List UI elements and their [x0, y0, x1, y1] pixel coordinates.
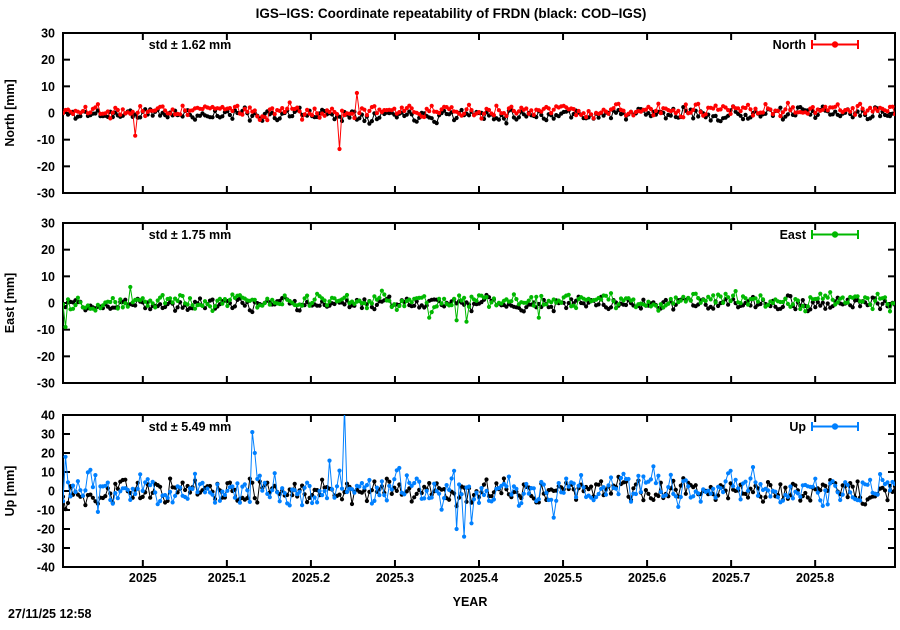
up-plot-area: -40 -30 -20 -10 0 10 20 30 40 2025 2025.1 2025.2 202…	[37, 409, 896, 586]
panel-east: std ± 1.75 mm East East [mm] -30 -20 -10 0 1…	[3, 217, 896, 391]
up-ytick-label: 30	[41, 428, 55, 442]
north-legend-label: North	[773, 38, 806, 52]
north-legend-glyph	[811, 40, 859, 49]
east-ytick-label: 30	[41, 217, 55, 231]
east-legend-label: East	[780, 228, 807, 242]
north-series	[63, 90, 895, 152]
east-series	[63, 284, 895, 330]
north-plot-area: -30 -20 -10 0 10 20 30	[37, 27, 896, 201]
north-ytick-label: 20	[41, 53, 55, 67]
xtick-label: 2025.3	[376, 571, 414, 585]
x-axis-label: YEAR	[453, 595, 488, 609]
plot-title: IGS–IGS: Coordinate repeatability of FRD…	[256, 6, 647, 21]
north-ytick-label: 30	[41, 27, 55, 41]
panel-north: std ± 1.62 mm North North [mm] -30 -20 -10…	[3, 27, 896, 201]
xtick-label: 2025.6	[628, 571, 666, 585]
up-data	[63, 415, 895, 539]
timestamp: 27/11/25 12:58	[8, 607, 91, 621]
north-ytick-label: -20	[37, 160, 55, 174]
east-data	[63, 284, 895, 330]
xtick-label: 2025.4	[460, 571, 498, 585]
north-ytick-label: -30	[37, 187, 55, 201]
north-std-label: std ± 1.62 mm	[149, 38, 232, 52]
up-ytick-label: -20	[37, 523, 55, 537]
up-y-axis-label: Up [mm]	[3, 466, 17, 517]
up-tick-labels: -40 -30 -20 -10 0 10 20 30 40 2025 2025.1 2025.2 202…	[37, 409, 834, 586]
up-ytick-label: 40	[41, 409, 55, 423]
north-tick-labels: -30 -20 -10 0 10 20 30	[37, 27, 55, 201]
up-legend-label: Up	[789, 420, 806, 434]
east-ytick-label: -10	[37, 323, 55, 337]
east-ytick-label: -30	[37, 377, 55, 391]
east-ytick-label: 20	[41, 243, 55, 257]
up-series	[63, 415, 895, 539]
xtick-label: 2025.2	[292, 571, 330, 585]
xtick-label: 2025	[129, 571, 157, 585]
xtick-label: 2025.1	[208, 571, 246, 585]
north-ytick-label: 10	[41, 80, 55, 94]
up-ytick-label: 0	[48, 485, 55, 499]
up-ytick-label: -10	[37, 504, 55, 518]
north-ticks	[63, 32, 895, 194]
east-tick-labels: -30 -20 -10 0 10 20 30	[37, 217, 55, 391]
north-data	[63, 90, 895, 152]
east-legend-glyph	[811, 230, 859, 239]
north-ytick-label: -10	[37, 133, 55, 147]
up-std-label: std ± 5.49 mm	[149, 420, 232, 434]
xtick-label: 2025.7	[712, 571, 750, 585]
up-legend-glyph	[811, 422, 859, 431]
east-y-axis-label: East [mm]	[3, 273, 17, 333]
up-ytick-label: -30	[37, 542, 55, 556]
panel-up: std ± 5.49 mm Up Up [mm] -40 -30 -20 -10 0 10…	[3, 409, 896, 586]
east-ytick-label: -20	[37, 350, 55, 364]
xtick-label: 2025.5	[544, 571, 582, 585]
up-ytick-label: -40	[37, 561, 55, 575]
up-ytick-label: 20	[41, 447, 55, 461]
east-ytick-label: 0	[48, 297, 55, 311]
north-y-axis-label: North [mm]	[3, 79, 17, 146]
up-ytick-label: 10	[41, 466, 55, 480]
up-ticks	[63, 414, 895, 568]
up-frame	[62, 414, 896, 568]
north-ytick-label: 0	[48, 107, 55, 121]
east-ytick-label: 10	[41, 270, 55, 284]
east-std-label: std ± 1.75 mm	[149, 228, 232, 242]
xtick-label: 2025.8	[796, 571, 834, 585]
east-plot-area: -30 -20 -10 0 10 20 30	[37, 217, 896, 391]
